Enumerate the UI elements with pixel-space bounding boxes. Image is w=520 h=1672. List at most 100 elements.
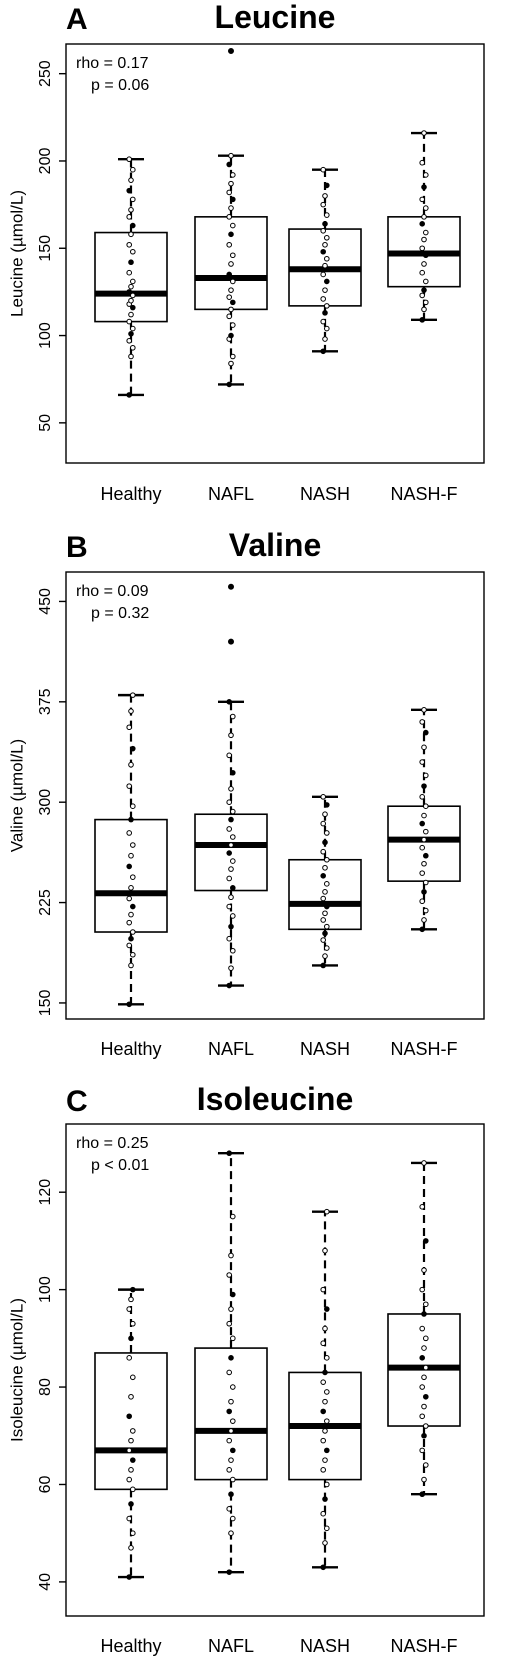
box-nafl <box>194 47 268 388</box>
data-point <box>423 172 429 178</box>
data-point <box>419 1355 426 1361</box>
data-point <box>226 271 232 278</box>
data-point <box>320 1286 327 1293</box>
data-point <box>423 252 429 259</box>
data-point <box>320 1379 327 1385</box>
data-point <box>126 318 132 325</box>
data-point <box>320 271 327 278</box>
data-point <box>419 1491 426 1498</box>
data-point <box>421 1311 427 1317</box>
data-point <box>126 289 132 295</box>
data-point <box>419 926 426 933</box>
data-point <box>320 1408 327 1415</box>
data-point <box>230 1384 236 1390</box>
y-tick-label: 375 <box>37 688 54 715</box>
data-point <box>226 903 232 910</box>
y-tick-label: 225 <box>37 889 54 916</box>
data-point <box>126 1413 132 1420</box>
data-point <box>322 930 328 937</box>
data-point <box>230 769 236 776</box>
data-point <box>423 1423 429 1429</box>
x-category-label: NASH <box>300 1636 350 1656</box>
data-point <box>421 130 427 136</box>
box-nash-f <box>387 130 461 323</box>
data-point <box>230 322 236 328</box>
data-point <box>423 1238 429 1244</box>
data-point <box>423 729 429 736</box>
data-point <box>419 1447 426 1454</box>
data-point <box>130 1428 136 1434</box>
p-value-annotation: p < 0.01 <box>91 1157 149 1174</box>
data-point <box>421 1432 427 1439</box>
data-point <box>228 1355 234 1361</box>
data-point <box>322 1369 328 1376</box>
data-point <box>423 229 429 236</box>
data-point <box>128 311 134 318</box>
y-tick-label: 80 <box>37 1378 54 1396</box>
data-point <box>130 903 136 910</box>
data-point <box>226 1320 232 1327</box>
data-point <box>226 799 232 805</box>
data-point <box>126 942 132 949</box>
data-point <box>126 337 132 344</box>
data-point <box>324 1525 330 1532</box>
data-point <box>226 1569 232 1575</box>
data-point <box>322 1398 328 1405</box>
outlier-point <box>228 638 234 645</box>
data-point <box>423 803 429 810</box>
data-point <box>130 951 136 958</box>
rho-annotation: rho = 0.09 <box>76 583 149 600</box>
data-point <box>421 1345 427 1351</box>
data-point <box>324 212 330 218</box>
data-point <box>320 166 327 173</box>
data-point <box>324 923 330 930</box>
data-point <box>126 156 132 163</box>
rho-annotation: rho = 0.17 <box>76 55 149 72</box>
y-tick-label: 60 <box>37 1475 54 1493</box>
data-point <box>128 852 134 859</box>
data-point <box>322 221 328 227</box>
x-category-label: NAFL <box>208 1039 254 1059</box>
data-point <box>226 313 232 320</box>
data-point <box>228 732 234 739</box>
y-axis-label: Isoleucine (µmol/L) <box>7 1298 26 1442</box>
data-point <box>421 1403 427 1410</box>
plot-frame <box>65 43 485 464</box>
data-point <box>130 1457 136 1463</box>
box-nafl <box>194 1150 268 1575</box>
data-point <box>423 299 429 306</box>
data-point <box>324 278 330 285</box>
data-point <box>226 1369 232 1376</box>
data-point <box>419 820 426 827</box>
data-point <box>128 297 134 304</box>
data-point <box>324 1418 330 1424</box>
data-point <box>324 255 330 262</box>
x-category-label: NASH <box>300 484 350 504</box>
data-point <box>322 1457 328 1463</box>
data-point <box>228 152 234 159</box>
data-point <box>226 826 232 832</box>
data-point <box>230 713 236 720</box>
data-point <box>226 1506 232 1512</box>
data-point <box>421 889 427 895</box>
data-point <box>226 1150 232 1157</box>
data-point <box>228 306 234 313</box>
data-point <box>421 1476 427 1483</box>
data-point <box>320 296 327 302</box>
data-point <box>320 318 327 325</box>
data-point <box>322 811 328 818</box>
data-point <box>419 844 426 851</box>
x-category-label: NASH-F <box>391 484 458 504</box>
panel-c: C Isoleucine Isoleucine (µmol/L) 40 60 80 100 1… <box>7 1081 485 1656</box>
data-point <box>126 1476 132 1483</box>
data-point <box>320 1510 327 1517</box>
panel-b: B Valine Valine (µmol/L) 150 225 300 375 450 Hea… <box>7 527 485 1059</box>
data-point <box>128 1296 134 1303</box>
data-point <box>126 1447 132 1454</box>
data-point <box>228 205 234 211</box>
data-point <box>320 201 327 208</box>
data-point <box>419 898 426 905</box>
data-point <box>423 1301 429 1308</box>
data-point <box>419 719 426 725</box>
